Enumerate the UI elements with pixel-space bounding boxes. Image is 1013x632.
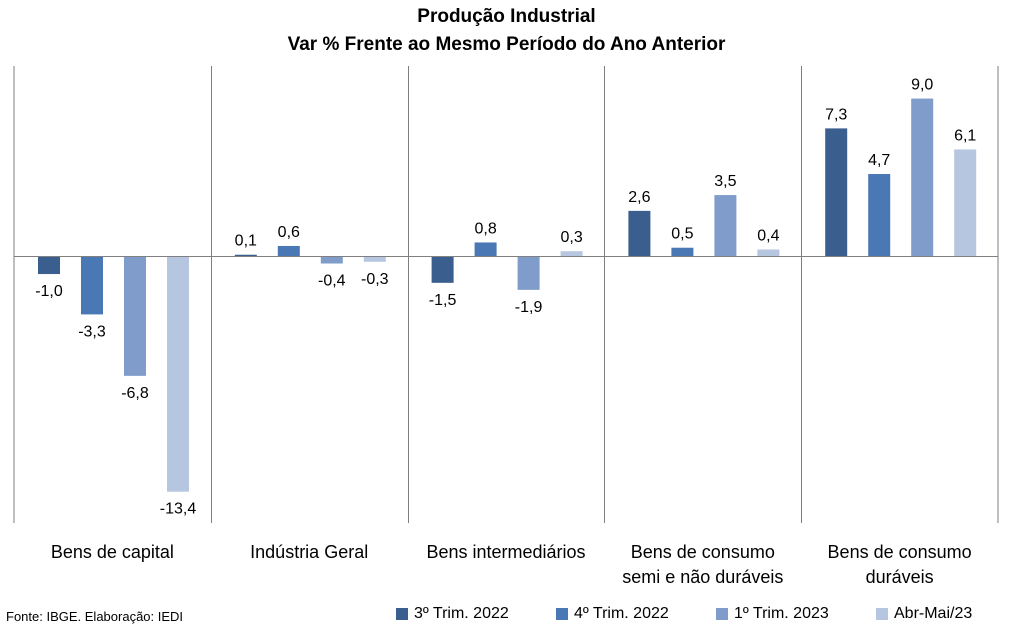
- category-label: Indústria Geral: [250, 542, 368, 562]
- data-label: 0,3: [560, 229, 582, 246]
- data-label: 3,5: [714, 173, 736, 190]
- bar: [167, 256, 189, 492]
- chart-title: Produção Industrial: [417, 6, 596, 27]
- bar: [911, 98, 934, 257]
- legend-item-abr-mai-23: Abr-Mai/23: [876, 605, 972, 623]
- category-label: Bens de consumo: [631, 542, 775, 562]
- category-label: Bens de consumo: [828, 542, 972, 562]
- bar: [671, 247, 694, 257]
- source-note: Fonte: IBGE. Elaboração: IEDI: [6, 609, 184, 624]
- data-label: -6,8: [121, 385, 149, 402]
- data-label: 7,3: [825, 106, 847, 123]
- legend-swatch: [556, 608, 568, 620]
- data-label: 0,5: [671, 226, 693, 243]
- data-label: 0,1: [235, 233, 257, 250]
- bar: [431, 256, 454, 283]
- bar: [714, 195, 737, 257]
- data-label: 0,8: [474, 220, 496, 237]
- data-label: -13,4: [160, 501, 197, 518]
- bar: [38, 256, 60, 275]
- bar: [363, 256, 386, 262]
- bar: [757, 249, 780, 257]
- bar: [81, 256, 103, 315]
- bar: [277, 245, 300, 257]
- bar: [560, 251, 583, 257]
- bar: [234, 254, 257, 257]
- bar: [628, 210, 651, 257]
- data-label: 0,4: [757, 227, 779, 244]
- bar: [474, 242, 497, 257]
- legend-swatch: [716, 608, 728, 620]
- legend-item-3-trim-2022: 3º Trim. 2022: [396, 605, 509, 623]
- data-label: 4,7: [868, 152, 890, 169]
- legend-label: 3º Trim. 2022: [414, 605, 509, 622]
- category-label: Bens intermediários: [426, 542, 585, 562]
- category-label: Bens de capital: [51, 542, 174, 562]
- legend-label: 1º Trim. 2023: [734, 605, 829, 622]
- data-label: -3,3: [78, 323, 106, 340]
- bar: [868, 174, 891, 257]
- legend-label: Abr-Mai/23: [894, 605, 973, 622]
- data-label: 0,6: [278, 224, 300, 241]
- data-label: -1,5: [429, 292, 457, 309]
- legend-item-4-trim-2022: 4º Trim. 2022: [556, 605, 669, 623]
- legend-swatch: [876, 608, 888, 620]
- data-label: 2,6: [628, 189, 650, 206]
- bar: [124, 256, 146, 376]
- bar: [320, 256, 343, 264]
- category-label: duráveis: [866, 567, 934, 587]
- bar: [517, 256, 540, 290]
- legend-swatch: [396, 608, 408, 620]
- data-label: 9,0: [911, 77, 933, 94]
- legend-item-1-trim-2023: 1º Trim. 2023: [716, 605, 829, 623]
- bar: [825, 128, 848, 257]
- legend-label: 4º Trim. 2022: [574, 605, 669, 622]
- category-label: semi e não duráveis: [622, 567, 783, 587]
- data-label: -1,0: [35, 283, 63, 300]
- data-label: -1,9: [515, 299, 543, 316]
- chart-subtitle: Var % Frente ao Mesmo Período do Ano Ant…: [287, 34, 726, 55]
- data-label: -0,4: [318, 273, 346, 290]
- data-label: 6,1: [954, 127, 976, 144]
- data-label: -0,3: [361, 271, 389, 288]
- bar: [954, 149, 977, 257]
